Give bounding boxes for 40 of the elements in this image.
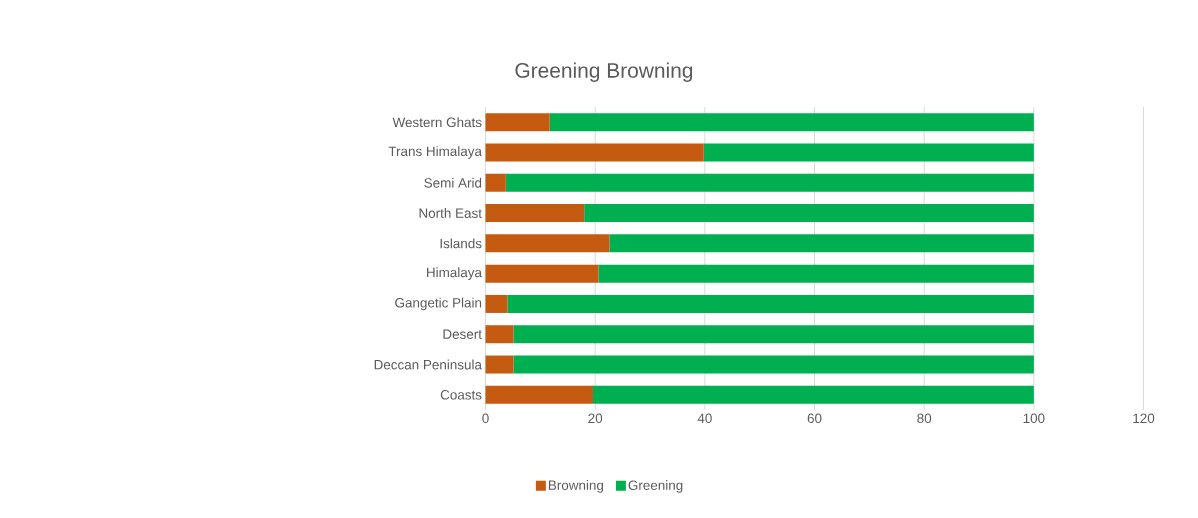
bar (485, 113, 550, 132)
bar (485, 173, 506, 192)
bar (485, 385, 593, 404)
bar (609, 234, 1034, 253)
bar (485, 325, 514, 344)
y-tick-label: North East (419, 208, 482, 218)
y-tick-label: Desert (443, 329, 482, 339)
x-tick-label: 40 (697, 413, 712, 424)
bar (485, 294, 508, 313)
x-tick-label: 100 (1023, 413, 1045, 424)
legend-label: Greening (628, 480, 683, 493)
bar (485, 264, 599, 283)
bar (485, 204, 585, 223)
y-tick-label: Islands (440, 238, 482, 249)
bar (598, 264, 1034, 283)
bar (703, 143, 1034, 162)
y-tick-label: Himalaya (427, 267, 482, 280)
chart-title: Greening Browning (515, 62, 693, 82)
bar (549, 113, 1034, 132)
bar (513, 355, 1034, 374)
bar (507, 294, 1034, 313)
y-tick-label: Deccan Peninsula (374, 359, 482, 370)
bar (485, 355, 514, 374)
y-tick-label: Trans Himalaya (388, 146, 482, 159)
x-tick-label: 60 (807, 413, 822, 424)
bar (513, 325, 1034, 344)
bar (505, 173, 1034, 192)
y-tick-label: Coasts (440, 390, 482, 400)
y-tick-label: Semi Arid (424, 177, 482, 188)
bar (485, 234, 610, 253)
x-tick-label: 0 (482, 413, 489, 424)
x-tick-label: 20 (588, 413, 603, 424)
bar (485, 143, 704, 162)
y-tick-label: Western Ghats (392, 117, 482, 128)
legend-label: Browning (548, 480, 604, 493)
y-tick-label: Gangetic Plain (395, 297, 482, 311)
x-tick-label: 80 (917, 413, 932, 424)
x-tick-label: 120 (1133, 413, 1155, 424)
bar (584, 204, 1034, 223)
bar (592, 385, 1034, 404)
